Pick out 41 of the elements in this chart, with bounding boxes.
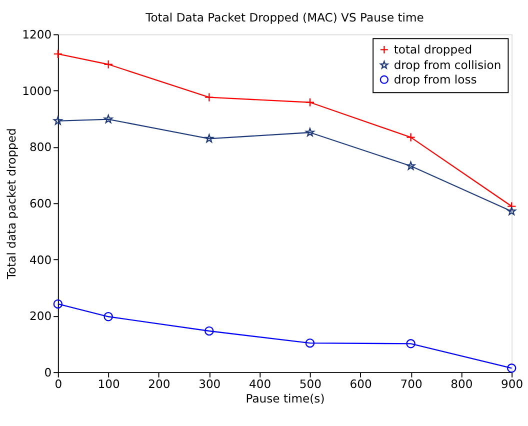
x-tick-label: 300 bbox=[198, 377, 221, 392]
point bbox=[506, 364, 516, 373]
x-tick-label: 900 bbox=[501, 377, 524, 392]
y-tick-label: 1200 bbox=[22, 28, 52, 42]
point bbox=[204, 92, 214, 102]
x-tick-label: 600 bbox=[350, 377, 372, 392]
y-tick-label: 200 bbox=[30, 309, 52, 324]
point bbox=[104, 114, 113, 124]
point bbox=[506, 202, 516, 211]
x-axis-title: Pause time(s) bbox=[246, 392, 325, 406]
point bbox=[53, 49, 63, 59]
y-tick-label: 1000 bbox=[22, 84, 52, 98]
x-tick-label: 700 bbox=[400, 377, 422, 392]
y-tick-label: 800 bbox=[30, 140, 52, 154]
point bbox=[204, 134, 214, 143]
legend-label: drop from collision bbox=[394, 58, 502, 72]
point bbox=[406, 132, 416, 142]
point bbox=[104, 312, 113, 322]
x-tick-label: 100 bbox=[98, 377, 120, 392]
chart-title: Total Data Packet Dropped (MAC) VS Pause time bbox=[144, 10, 424, 25]
y-tick-label: 600 bbox=[30, 196, 52, 211]
point bbox=[306, 128, 314, 136]
legend-label: drop from loss bbox=[394, 72, 477, 86]
point bbox=[305, 98, 315, 107]
y-tick-label: 400 bbox=[30, 252, 52, 267]
y-tick-label: 0 bbox=[44, 365, 52, 380]
x-tick-label: 0 bbox=[54, 377, 62, 392]
x-tick-label: 400 bbox=[248, 377, 272, 392]
x-tick-label: 500 bbox=[299, 377, 322, 392]
point bbox=[406, 161, 416, 170]
point bbox=[53, 299, 63, 309]
point bbox=[406, 339, 416, 348]
point bbox=[305, 338, 315, 348]
point bbox=[507, 206, 516, 216]
point bbox=[204, 326, 214, 336]
point bbox=[53, 116, 62, 125]
x-tick-label: 200 bbox=[148, 377, 170, 392]
legend-label: total dropped bbox=[394, 42, 472, 57]
point bbox=[104, 60, 113, 69]
y-axis-title: Total data packet dropped bbox=[4, 128, 18, 280]
x-tick-label: 800 bbox=[450, 377, 473, 392]
